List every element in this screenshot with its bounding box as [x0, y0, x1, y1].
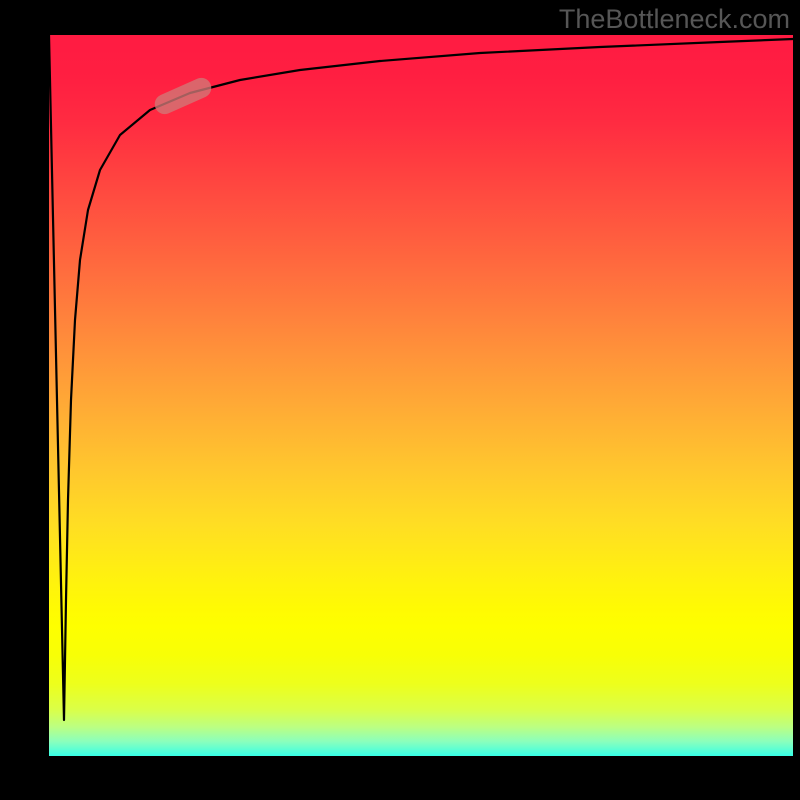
- curve-highlight-marker: [152, 75, 215, 118]
- chart-curve-layer: [0, 0, 800, 800]
- watermark-label: TheBottleneck.com: [559, 4, 790, 34]
- watermark-text: TheBottleneck.com: [559, 4, 790, 35]
- bottleneck-curve: [49, 35, 793, 720]
